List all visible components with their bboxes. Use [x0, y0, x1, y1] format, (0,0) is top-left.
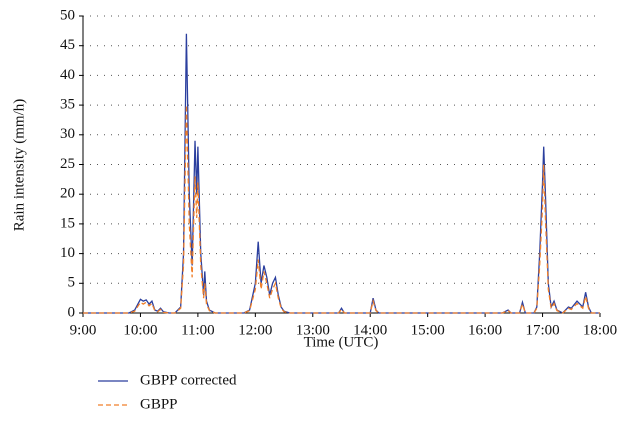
- y-tick-label: 40: [60, 67, 75, 83]
- x-tick-label: 18:00: [583, 322, 617, 338]
- y-tick-label: 25: [60, 156, 75, 172]
- x-tick-label: 14:00: [353, 322, 387, 338]
- x-tick-label: 15:00: [411, 322, 445, 338]
- y-tick-label: 5: [68, 275, 76, 291]
- y-tick-label: 0: [68, 304, 76, 320]
- x-axis-label: Time (UTC): [304, 334, 379, 350]
- x-tick-label: 10:00: [123, 322, 157, 338]
- y-tick-label: 30: [60, 126, 75, 142]
- y-tick-label: 45: [60, 37, 75, 53]
- x-tick-label: 12:00: [238, 322, 272, 338]
- x-tick-label: 13:00: [296, 322, 330, 338]
- y-tick-label: 50: [60, 7, 75, 23]
- x-tick-label: 17:00: [525, 322, 559, 338]
- x-tick-label: 11:00: [181, 322, 215, 338]
- x-tick-label: 16:00: [468, 322, 502, 338]
- legend-label: GBPP corrected: [140, 372, 237, 388]
- y-tick-label: 10: [60, 245, 75, 261]
- data-line: [83, 105, 600, 314]
- y-tick-label: 20: [60, 186, 75, 202]
- x-tick-label: 9:00: [70, 322, 97, 338]
- y-tick-label: 15: [60, 215, 75, 231]
- y-axis-label: Rain intensity (mm/h): [11, 99, 27, 232]
- legend-label: GBPP: [140, 396, 178, 412]
- y-tick-label: 35: [60, 97, 75, 113]
